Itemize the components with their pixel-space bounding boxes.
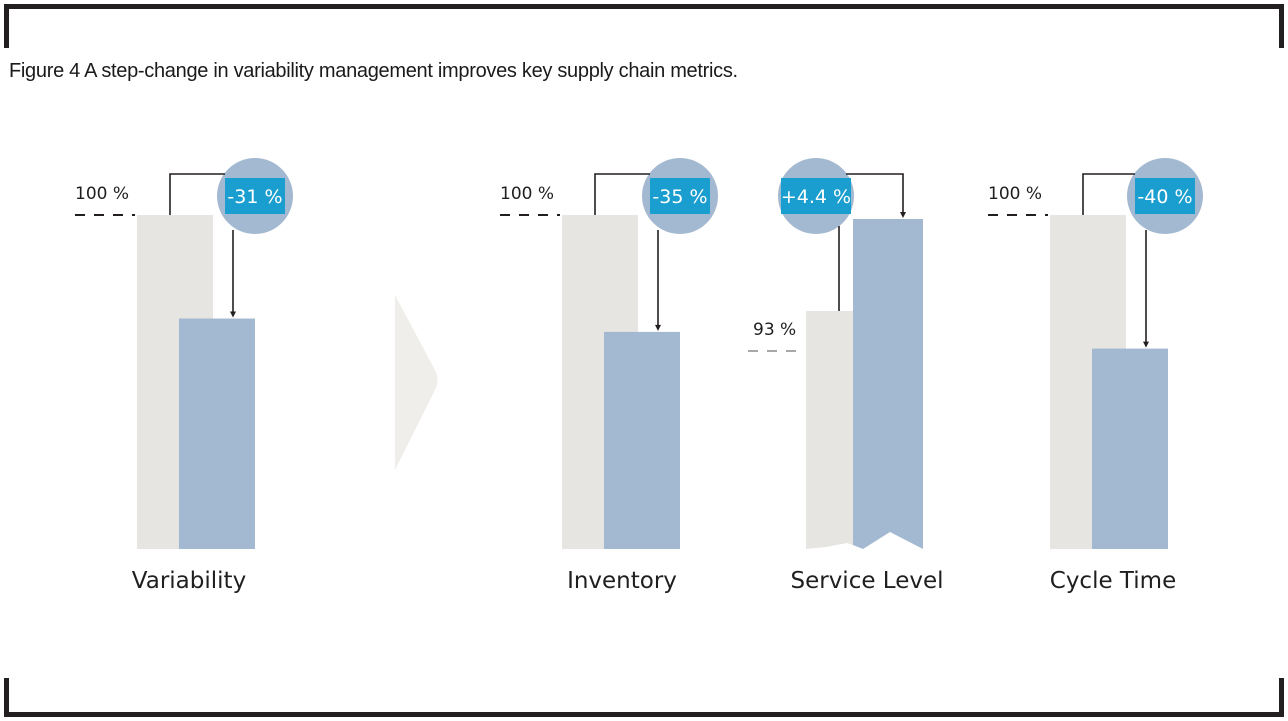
change-label-box <box>1135 178 1195 214</box>
arrowhead-icon <box>230 311 236 318</box>
change-label-box <box>650 178 710 214</box>
top-bracket-left <box>4 4 9 48</box>
reference-label: 100 % <box>75 184 129 204</box>
change-label-box <box>781 178 851 214</box>
category-label: Service Level <box>790 568 943 594</box>
category-label: Variability <box>132 568 246 594</box>
bar-group-service-level: 93 % +4.4 % Service Level <box>748 158 944 594</box>
arrowhead-icon <box>1143 341 1149 348</box>
result-bar <box>179 318 255 549</box>
arrowhead-icon <box>900 212 906 218</box>
reference-label: 93 % <box>753 320 796 340</box>
connector-line <box>846 173 904 215</box>
bottom-bracket-right <box>1279 678 1284 717</box>
figure-title: Figure 4 A step-change in variability ma… <box>9 60 738 82</box>
arrowhead-icon <box>655 324 661 331</box>
change-label-box <box>225 178 285 214</box>
step-arrow-shape <box>395 295 438 470</box>
connector-line <box>169 173 225 215</box>
bottom-bracket-line <box>4 712 1284 717</box>
connector-line <box>1082 173 1135 215</box>
result-bar <box>1092 348 1168 549</box>
change-label: +4.4 % <box>781 186 851 208</box>
reference-label: 100 % <box>500 184 554 204</box>
result-bar <box>604 331 680 549</box>
bar-group-inventory: 100 % -35 % Inventory <box>500 158 718 594</box>
baseline-bar <box>806 311 853 549</box>
change-label: -35 % <box>652 186 707 208</box>
reference-label: 100 % <box>988 184 1042 204</box>
top-bracket-line <box>4 4 1284 9</box>
bottom-bracket-left <box>4 678 9 717</box>
bar-group-variability: 100 % -31 % Variability <box>75 158 293 594</box>
bar-group-cycle-time: 100 % -40 % Cycle Time <box>988 158 1203 594</box>
change-label: -31 % <box>227 186 282 208</box>
change-label: -40 % <box>1137 186 1192 208</box>
category-label: Cycle Time <box>1050 568 1176 594</box>
category-label: Inventory <box>567 568 677 594</box>
connector-line <box>594 173 650 215</box>
result-bar <box>853 219 923 549</box>
top-bracket-right <box>1279 4 1284 48</box>
